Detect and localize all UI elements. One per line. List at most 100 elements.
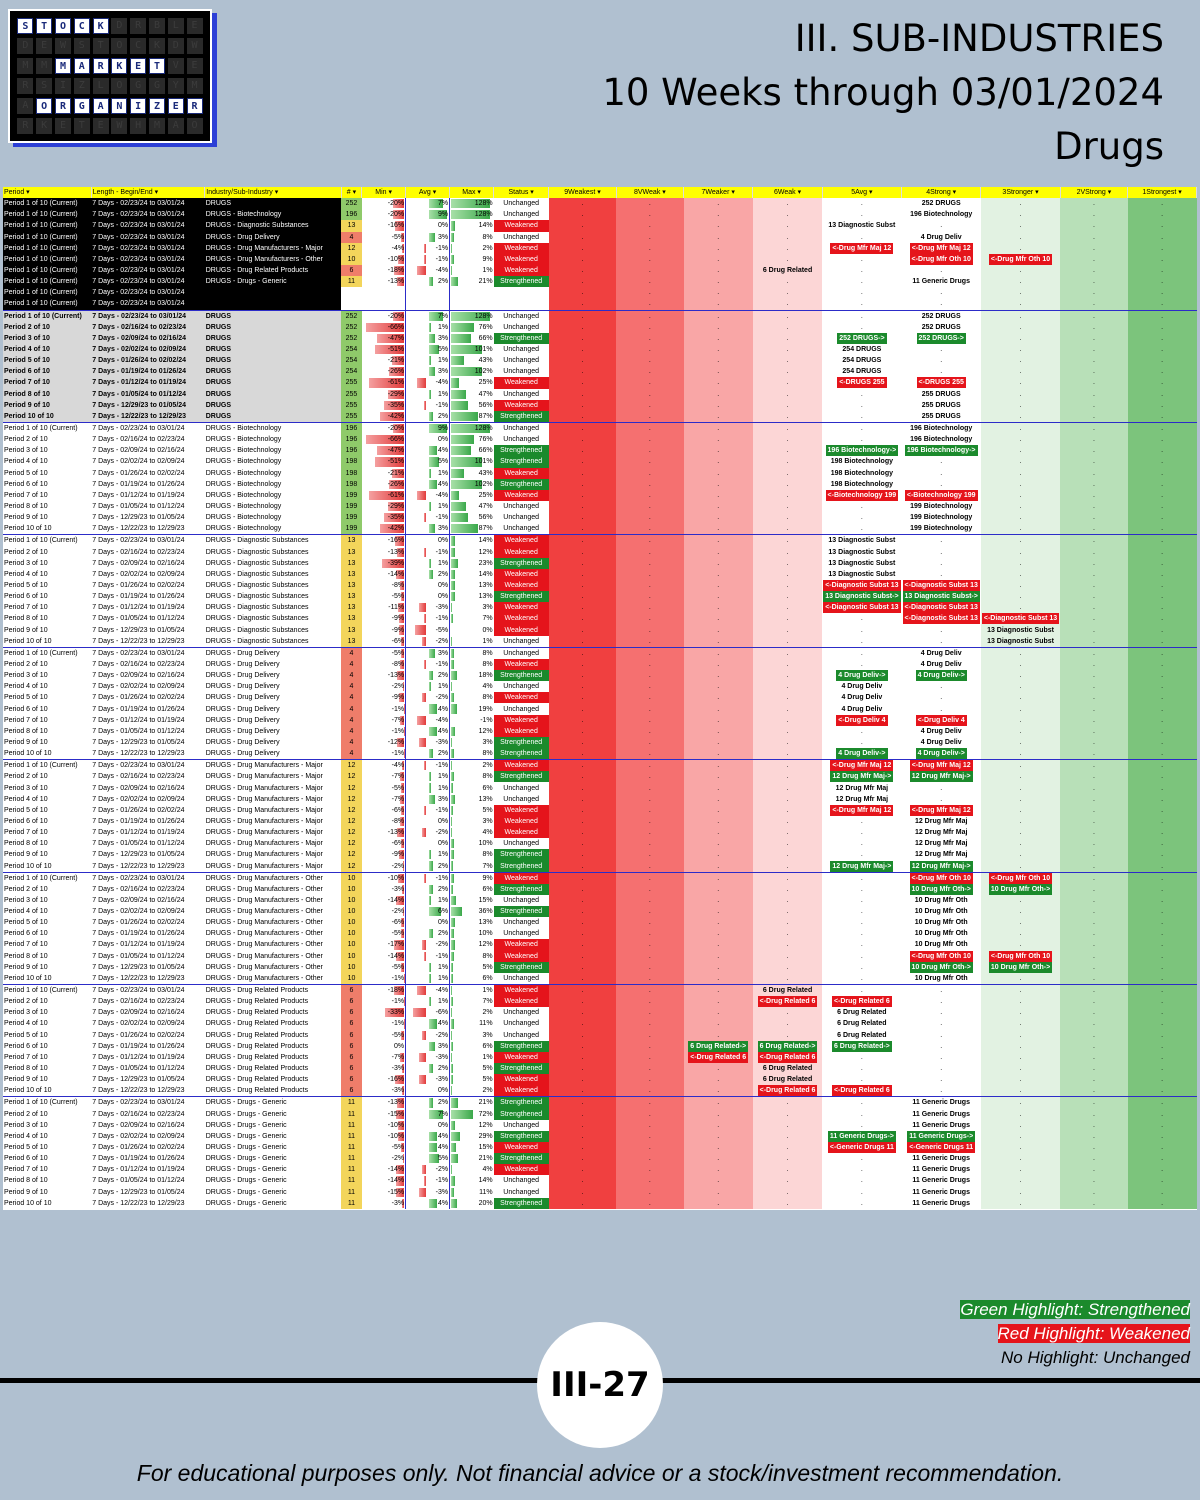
bucket-label: 12 Drug Mfr Maj xyxy=(914,851,968,859)
bucket-cell-8: . xyxy=(616,613,684,625)
table-row: Period 1 of 10 (Current) 7 Days - 02/23/2… xyxy=(3,253,1197,265)
bucket-cell-7: 6 Drug Related-> xyxy=(683,1040,753,1052)
value-bar xyxy=(451,884,453,894)
length-cell: 7 Days - 01/19/24 to 01/26/24 xyxy=(92,1042,185,1050)
logo-letter: E xyxy=(167,98,184,114)
value-text: 15% xyxy=(478,1144,493,1152)
length-cell: 7 Days - 01/12/24 to 01/19/24 xyxy=(92,1166,185,1174)
min-cell: -14% xyxy=(362,951,406,962)
bucket-cell-1: . xyxy=(1127,1153,1197,1165)
bucket-cell-2: . xyxy=(1060,1007,1128,1019)
logo-letter: K xyxy=(92,18,109,34)
bucket-cell-4: 4 Drug Deliv-> xyxy=(901,670,981,682)
count-cell: 10 xyxy=(341,950,362,962)
value-bar xyxy=(451,828,453,838)
table-row: Period 4 of 10 7 Days - 02/02/24 to 02/09… xyxy=(3,343,1197,356)
col-header[interactable]: 8VWeak ▾ xyxy=(616,187,685,199)
count-cell: 11 xyxy=(341,1186,362,1198)
value-bar xyxy=(451,580,456,591)
col-header[interactable]: 9Weakest ▾ xyxy=(548,187,617,199)
count-cell: 13 xyxy=(341,220,362,232)
avg-cell: 0% xyxy=(405,1085,451,1097)
bucket-cell-1: . xyxy=(1127,996,1197,1008)
bucket-cell-8: . xyxy=(616,355,684,367)
table-row: Period 9 of 10 7 Days - 12/29/23 to 01/05… xyxy=(3,1186,1197,1198)
bucket-cell-2: . xyxy=(1060,377,1128,389)
bucket-cell-9: . xyxy=(548,298,617,311)
value-text: 2% xyxy=(482,1087,493,1095)
min-cell: -29% xyxy=(362,389,406,400)
bucket-cell-7: . xyxy=(683,1141,753,1154)
value-bar xyxy=(429,794,436,804)
length-cell: 7 Days - 02/02/24 to 02/09/24 xyxy=(92,458,185,466)
bucket-cell-3: . xyxy=(980,434,1061,446)
table-row: Period 5 of 10 7 Days - 01/26/24 to 02/02… xyxy=(3,355,1197,367)
bucket-cell-4: . xyxy=(901,793,981,805)
bucket-cell-1: . xyxy=(1127,827,1197,839)
col-header[interactable]: Length - Begin/End ▾ xyxy=(91,187,206,199)
bucket-label: 12 Drug Mfr Maj-> xyxy=(830,771,894,783)
col-header[interactable]: Period ▾ xyxy=(3,187,92,199)
bucket-cell-8: . xyxy=(616,624,684,636)
value-text: 72% xyxy=(478,1110,493,1118)
industry-cell: DRUGS - Drug Manufacturers - Major xyxy=(205,840,323,848)
bucket-label: 13 Diagnostic Subst xyxy=(828,548,896,556)
bucket-label: 13 Diagnostic Subst xyxy=(828,570,896,578)
col-header[interactable]: # ▾ xyxy=(341,187,363,199)
value-bar xyxy=(381,558,405,568)
avg-cell: -1% xyxy=(405,759,451,772)
period-cell: Period 3 of 10 xyxy=(4,1121,48,1129)
col-header[interactable]: 3Stronger ▾ xyxy=(980,187,1061,199)
count-cell: 4 xyxy=(341,670,362,682)
length-cell: 7 Days - 02/09/24 to 02/16/24 xyxy=(92,896,185,904)
col-header[interactable]: 1Strongest ▾ xyxy=(1127,187,1197,199)
value-bar xyxy=(396,277,405,287)
bucket-label: 198 Biotechnology xyxy=(830,480,893,488)
value-text: -4% xyxy=(435,267,449,275)
min-cell: -10% xyxy=(362,1131,406,1142)
col-header[interactable]: 4Strong ▾ xyxy=(901,187,982,199)
length-cell: 7 Days - 02/16/24 to 02/23/24 xyxy=(92,998,185,1006)
col-header[interactable]: 6Weak ▾ xyxy=(752,187,823,199)
bucket-cell-2: . xyxy=(1060,445,1128,457)
avg-cell: 5% xyxy=(405,343,451,356)
bucket-cell-5: . xyxy=(822,1119,902,1131)
count-cell: 10 xyxy=(341,253,362,265)
col-header[interactable]: 5Avg ▾ xyxy=(822,187,903,199)
value-text: -2% xyxy=(435,694,449,702)
value-bar xyxy=(451,569,456,579)
value-text: -13% xyxy=(387,548,405,556)
bucket-cell-8: . xyxy=(616,1051,684,1063)
bucket-cell-8: . xyxy=(616,849,684,861)
col-header[interactable]: 7Weaker ▾ xyxy=(683,187,754,199)
industry-cell: DRUGS xyxy=(204,410,342,423)
bucket-cell-7: . xyxy=(683,961,753,973)
col-header[interactable]: Status ▾ xyxy=(493,187,550,199)
table-row: Period 8 of 10 7 Days - 01/05/24 to 01/12… xyxy=(3,613,1197,625)
bucket-cell-5: . xyxy=(822,253,902,265)
col-header[interactable]: Avg ▾ xyxy=(405,187,451,199)
avg-cell: -1% xyxy=(405,804,451,816)
max-cell: 8% xyxy=(450,748,494,760)
col-header[interactable]: 2VStrong ▾ xyxy=(1060,187,1129,199)
table-row: Period 3 of 10 7 Days - 02/09/24 to 02/16… xyxy=(3,894,1197,906)
page-number: III-27 xyxy=(537,1322,663,1448)
value-bar xyxy=(387,501,405,512)
period-cell: Period 1 of 10 (Current) xyxy=(3,534,92,547)
value-bar xyxy=(429,558,432,568)
col-header[interactable]: Industry/Sub-Industry ▾ xyxy=(204,187,342,199)
min-cell: -61% xyxy=(362,490,406,501)
status-cell: Strengthened xyxy=(493,1040,549,1052)
bucket-label: 4 Drug Deliv-> xyxy=(836,748,888,760)
status-cell: Weakened xyxy=(493,253,549,265)
bucket-cell-8: . xyxy=(616,714,684,726)
table-row: Period 9 of 10 7 Days - 12/29/23 to 01/05… xyxy=(3,399,1197,411)
col-header[interactable]: Min ▾ xyxy=(361,187,407,199)
col-header[interactable]: Max ▾ xyxy=(449,187,495,199)
bucket-cell-6: . xyxy=(752,1130,823,1142)
count-cell: 12 xyxy=(341,782,362,794)
table-row: Period 3 of 10 7 Days - 02/09/24 to 02/16… xyxy=(3,782,1197,794)
period-cell: Period 6 of 10 xyxy=(4,480,48,488)
status-cell: Strengthened xyxy=(493,906,549,918)
bucket-cell-2: . xyxy=(1060,1164,1128,1176)
